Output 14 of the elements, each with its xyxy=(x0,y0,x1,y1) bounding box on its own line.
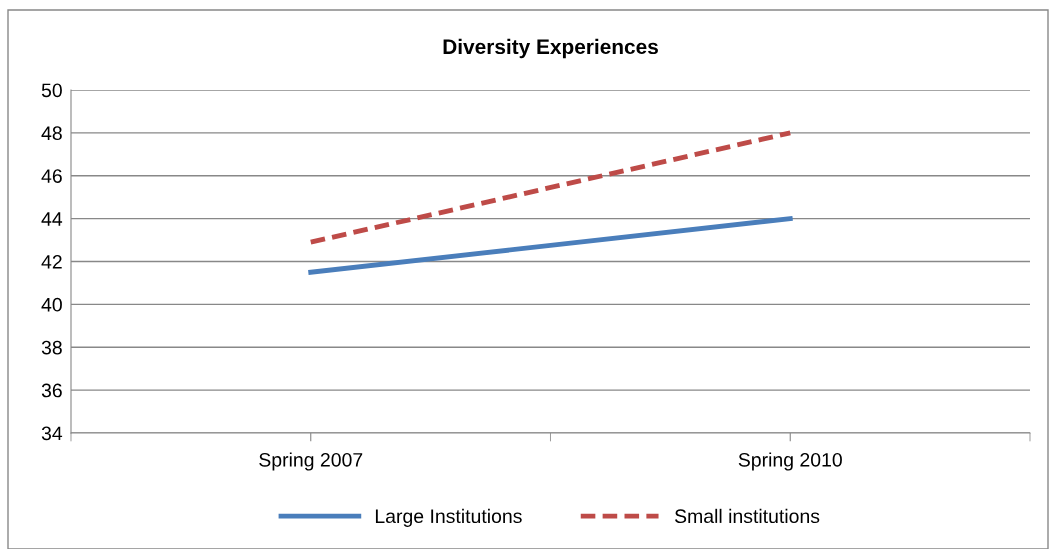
y-tick-label: 38 xyxy=(41,340,62,355)
y-tick-label: 42 xyxy=(41,254,62,269)
y-tick-label: 48 xyxy=(41,126,62,141)
y-tick-label: 44 xyxy=(41,212,63,226)
y-tick-label: 50 xyxy=(41,83,62,98)
y-tick-label: 36 xyxy=(41,383,62,398)
y-tick-label: 46 xyxy=(41,169,62,183)
y-tick-label: 40 xyxy=(41,297,62,312)
y-tick-label: 34 xyxy=(41,426,63,441)
x-tick-label: Spring 2007 xyxy=(259,452,363,471)
legend-label: Large Institutions xyxy=(375,508,522,527)
legend-label: Small institutions xyxy=(674,508,820,524)
x-tick-label: Spring 2010 xyxy=(738,452,842,471)
chart-title: Diversity Experiences xyxy=(443,38,658,59)
